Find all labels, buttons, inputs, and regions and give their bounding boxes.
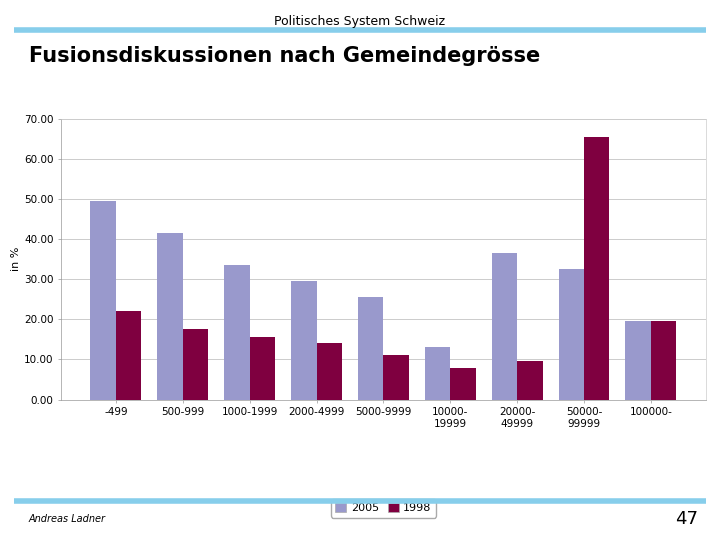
- Bar: [517, 361, 543, 400]
- Bar: [250, 338, 275, 400]
- Bar: [450, 368, 476, 400]
- Bar: [291, 281, 317, 400]
- Bar: [559, 269, 584, 400]
- Bar: [358, 298, 384, 400]
- Text: 47: 47: [675, 510, 698, 529]
- Bar: [626, 321, 651, 400]
- Bar: [651, 321, 676, 400]
- Bar: [425, 347, 450, 400]
- Bar: [116, 312, 141, 400]
- Bar: [584, 137, 609, 400]
- Y-axis label: in %: in %: [12, 247, 22, 272]
- Bar: [158, 233, 183, 400]
- Legend: 2005, 1998: 2005, 1998: [330, 498, 436, 518]
- Bar: [183, 329, 208, 400]
- Bar: [224, 265, 250, 400]
- Text: Fusionsdiskussionen nach Gemeindegrösse: Fusionsdiskussionen nach Gemeindegrösse: [29, 46, 540, 66]
- Text: Politisches System Schweiz: Politisches System Schweiz: [274, 15, 446, 28]
- Bar: [384, 355, 409, 400]
- Text: Andreas Ladner: Andreas Ladner: [29, 515, 106, 524]
- Bar: [492, 253, 517, 400]
- Bar: [91, 201, 116, 400]
- Bar: [317, 343, 342, 400]
